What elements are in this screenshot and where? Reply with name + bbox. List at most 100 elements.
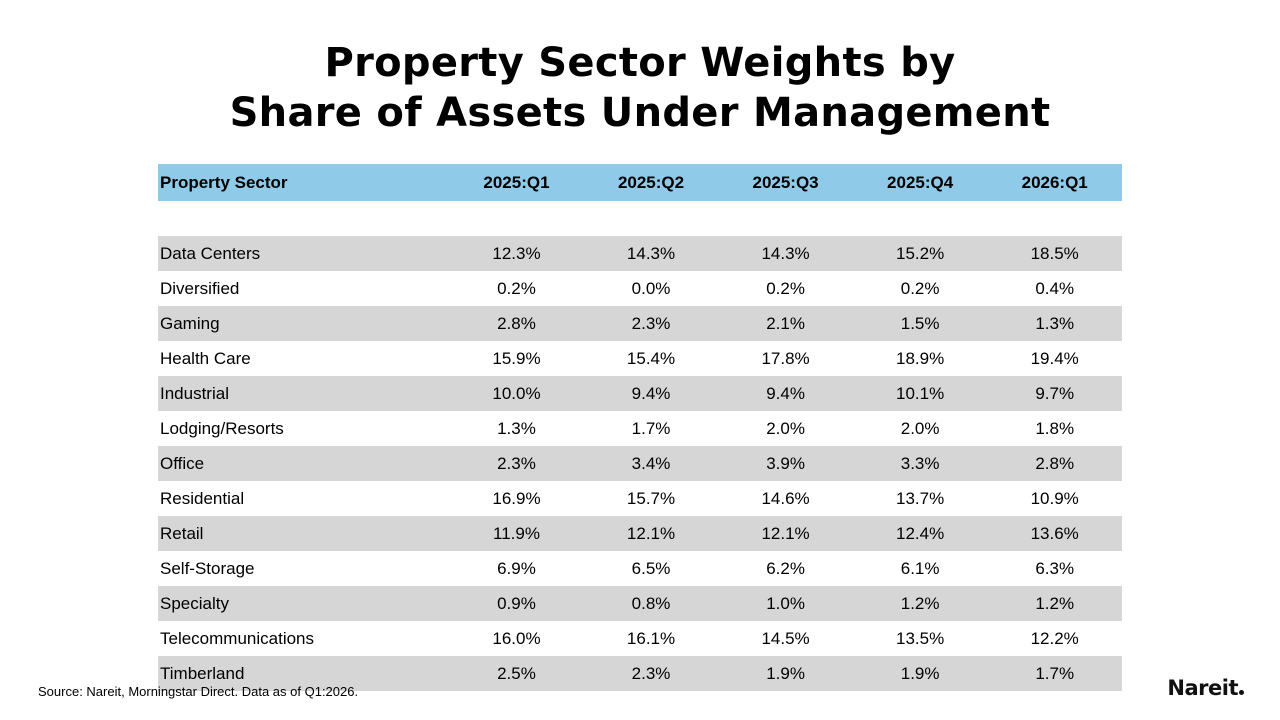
value-cell: 10.1% [852, 376, 988, 411]
value-cell: 1.8% [987, 411, 1122, 446]
table-row: Office 2.3% 3.4% 3.9% 3.3% 2.8% [158, 446, 1122, 481]
value-cell: 0.0% [583, 271, 719, 306]
nareit-logo: Nareit [1167, 676, 1244, 700]
sector-name-cell: Retail [158, 516, 450, 551]
value-cell: 1.5% [852, 306, 988, 341]
table-row: Self-Storage 6.9% 6.5% 6.2% 6.1% 6.3% [158, 551, 1122, 586]
value-cell: 17.8% [718, 341, 853, 376]
table-row: Health Care 15.9% 15.4% 17.8% 18.9% 19.4% [158, 341, 1122, 376]
value-cell: 2.3% [449, 446, 584, 481]
column-header: 2025:Q1 [449, 164, 584, 201]
title-line-2: Share of Assets Under Management [229, 90, 1051, 136]
value-cell: 0.2% [718, 271, 853, 306]
sector-name-cell: Lodging/Resorts [158, 411, 450, 446]
logo-text: Nareit [1167, 676, 1238, 700]
logo-dot-icon [1239, 690, 1244, 695]
value-cell: 12.2% [987, 621, 1122, 656]
table-row: Diversified 0.2% 0.0% 0.2% 0.2% 0.4% [158, 271, 1122, 306]
column-header: 2025:Q3 [718, 164, 853, 201]
value-cell: 11.9% [449, 516, 584, 551]
value-cell: 15.4% [583, 341, 719, 376]
value-cell: 2.0% [852, 411, 988, 446]
sector-weights-table: Property Sector 2025:Q1 2025:Q2 2025:Q3 … [158, 164, 1122, 691]
sector-name-cell: Office [158, 446, 450, 481]
value-cell: 15.9% [449, 341, 584, 376]
value-cell: 3.3% [852, 446, 988, 481]
sector-name-cell: Telecommunications [158, 621, 450, 656]
value-cell: 18.9% [852, 341, 988, 376]
table-row: Residential 16.9% 15.7% 14.6% 13.7% 10.9% [158, 481, 1122, 516]
sector-name-cell: Gaming [158, 306, 450, 341]
value-cell: 2.3% [583, 306, 719, 341]
value-cell: 1.7% [583, 411, 719, 446]
value-cell: 2.0% [718, 411, 853, 446]
value-cell: 10.9% [987, 481, 1122, 516]
value-cell: 14.6% [718, 481, 853, 516]
table-row: Lodging/Resorts 1.3% 1.7% 2.0% 2.0% 1.8% [158, 411, 1122, 446]
value-cell: 0.8% [583, 586, 719, 621]
value-cell: 15.2% [852, 236, 988, 271]
table-header-row: Property Sector 2025:Q1 2025:Q2 2025:Q3 … [158, 164, 1122, 201]
sector-name-cell: Timberland [158, 656, 450, 691]
value-cell: 16.0% [449, 621, 584, 656]
value-cell: 13.7% [852, 481, 988, 516]
value-cell: 14.3% [583, 236, 719, 271]
column-header: Property Sector [158, 164, 450, 201]
table-row: Telecommunications 16.0% 16.1% 14.5% 13.5% 12… [158, 621, 1122, 656]
value-cell: 0.2% [449, 271, 584, 306]
sector-name-cell: Industrial [158, 376, 450, 411]
table-row: Data Centers 12.3% 14.3% 14.3% 15.2% 18.5% [158, 236, 1122, 271]
value-cell: 1.7% [987, 656, 1122, 691]
value-cell: 1.3% [449, 411, 584, 446]
value-cell: 0.4% [987, 271, 1122, 306]
value-cell: 1.0% [718, 586, 853, 621]
value-cell: 1.2% [987, 586, 1122, 621]
value-cell: 0.9% [449, 586, 584, 621]
page-title: Property Sector Weights by Share of Asse… [0, 38, 1280, 138]
value-cell: 16.9% [449, 481, 584, 516]
value-cell: 19.4% [987, 341, 1122, 376]
value-cell: 12.1% [583, 516, 719, 551]
value-cell: 1.9% [718, 656, 853, 691]
value-cell: 9.4% [583, 376, 719, 411]
table-row: Timberland 2.5% 2.3% 1.9% 1.9% 1.7% [158, 656, 1122, 691]
value-cell: 6.2% [718, 551, 853, 586]
header-spacer [158, 201, 1122, 236]
column-header: 2025:Q4 [852, 164, 988, 201]
table-row: Industrial 10.0% 9.4% 9.4% 10.1% 9.7% [158, 376, 1122, 411]
sector-name-cell: Self-Storage [158, 551, 450, 586]
value-cell: 6.9% [449, 551, 584, 586]
sector-name-cell: Health Care [158, 341, 450, 376]
value-cell: 2.5% [449, 656, 584, 691]
value-cell: 12.4% [852, 516, 988, 551]
value-cell: 10.0% [449, 376, 584, 411]
value-cell: 2.8% [449, 306, 584, 341]
column-header: 2026:Q1 [987, 164, 1122, 201]
value-cell: 1.9% [852, 656, 988, 691]
value-cell: 1.3% [987, 306, 1122, 341]
value-cell: 14.3% [718, 236, 853, 271]
table-row: Retail 11.9% 12.1% 12.1% 12.4% 13.6% [158, 516, 1122, 551]
value-cell: 2.1% [718, 306, 853, 341]
value-cell: 18.5% [987, 236, 1122, 271]
value-cell: 13.6% [987, 516, 1122, 551]
value-cell: 0.2% [852, 271, 988, 306]
value-cell: 2.3% [583, 656, 719, 691]
value-cell: 15.7% [583, 481, 719, 516]
table-row: Specialty 0.9% 0.8% 1.0% 1.2% 1.2% [158, 586, 1122, 621]
value-cell: 9.7% [987, 376, 1122, 411]
sector-name-cell: Data Centers [158, 236, 450, 271]
value-cell: 12.3% [449, 236, 584, 271]
value-cell: 14.5% [718, 621, 853, 656]
value-cell: 3.9% [718, 446, 853, 481]
column-header: 2025:Q2 [583, 164, 719, 201]
sector-name-cell: Specialty [158, 586, 450, 621]
value-cell: 3.4% [583, 446, 719, 481]
value-cell: 2.8% [987, 446, 1122, 481]
table-body: Data Centers 12.3% 14.3% 14.3% 15.2% 18.5% Div… [158, 201, 1122, 691]
title-line-1: Property Sector Weights by [324, 40, 956, 86]
value-cell: 9.4% [718, 376, 853, 411]
value-cell: 16.1% [583, 621, 719, 656]
value-cell: 6.5% [583, 551, 719, 586]
